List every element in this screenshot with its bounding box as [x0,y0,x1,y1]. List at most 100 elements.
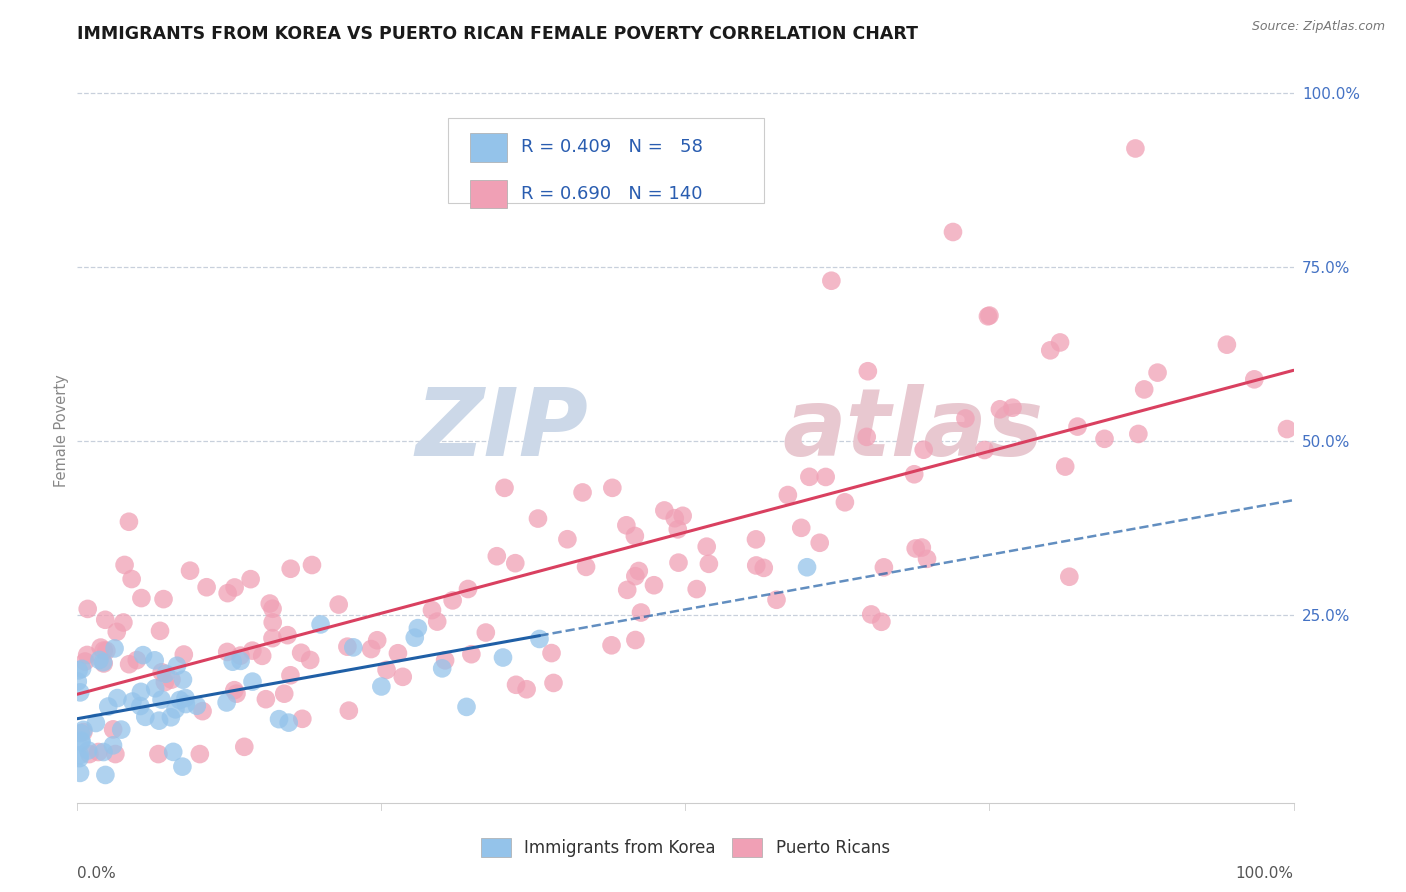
Point [516,682,538,697]
Text: 100.0%: 100.0% [1236,866,1294,881]
Point [627,564,650,578]
Point [668,556,690,570]
Point [1146,366,1168,380]
Point [96,644,118,658]
Point [460,647,482,661]
Point [370,680,392,694]
Point [229,654,252,668]
Point [299,653,322,667]
Point [834,495,856,509]
Point [225,687,247,701]
Point [904,541,927,556]
Point [215,696,238,710]
Point [1128,426,1150,441]
Point [155,666,177,681]
Point [254,692,277,706]
Point [118,515,141,529]
Point [195,580,218,594]
Point [217,645,239,659]
Point [977,310,1000,324]
Point [614,518,637,533]
Point [911,541,934,555]
Point [1243,372,1265,386]
Point [112,615,135,630]
Point [277,715,299,730]
Point [69,748,91,763]
Point [172,759,194,773]
Point [955,411,977,425]
Point [855,430,877,444]
Point [1059,570,1081,584]
Point [67,664,90,678]
Text: ZIP: ZIP [415,384,588,476]
Point [630,606,652,620]
Point [152,592,174,607]
Point [616,582,638,597]
Point [160,710,183,724]
Point [336,640,359,654]
Point [387,646,409,660]
Point [1039,343,1062,358]
FancyBboxPatch shape [470,180,506,209]
Point [69,765,91,780]
Point [529,632,551,646]
Point [101,723,124,737]
Point [796,560,818,574]
Point [191,704,214,718]
Point [543,676,565,690]
Point [77,743,100,757]
Point [97,699,120,714]
Point [745,558,768,573]
Point [873,560,896,574]
Point [90,640,112,655]
Point [250,648,273,663]
Point [686,582,709,596]
Point [84,716,107,731]
Point [654,503,676,517]
Point [91,655,114,669]
FancyBboxPatch shape [470,133,506,161]
Point [69,751,91,765]
Point [101,739,124,753]
Point [1049,335,1071,350]
Point [229,648,252,663]
Point [624,569,647,583]
Point [342,640,364,655]
Point [129,685,152,699]
Point [105,624,128,639]
Point [93,643,115,657]
Point [602,481,624,495]
Point [337,704,360,718]
Point [360,642,382,657]
Point [765,592,787,607]
Point [162,745,184,759]
Point [366,633,388,648]
Point [240,643,263,657]
Point [276,628,298,642]
Point [527,511,550,525]
Point [1275,422,1298,436]
Point [89,653,111,667]
Point [441,593,464,607]
Point [575,560,598,574]
Point [174,697,197,711]
Point [820,274,842,288]
Point [808,536,831,550]
Point [420,603,443,617]
Point [280,562,302,576]
Point [790,521,813,535]
Point [457,582,479,596]
Point [328,598,350,612]
Point [76,602,98,616]
Point [752,561,775,575]
Point [505,678,527,692]
Point [94,768,117,782]
Point [291,712,314,726]
Point [153,675,176,690]
Point [434,653,457,667]
Point [172,673,194,687]
Point [179,564,201,578]
Point [643,578,665,592]
Point [233,739,256,754]
Point [1094,432,1116,446]
